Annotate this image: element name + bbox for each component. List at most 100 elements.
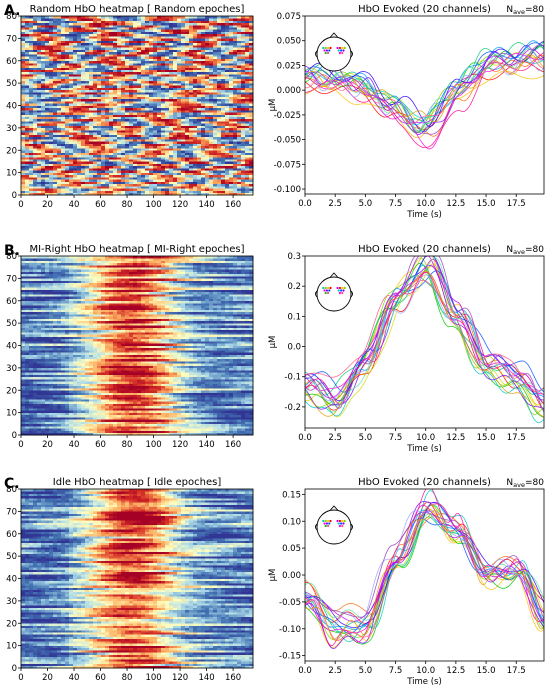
heatmap-cell xyxy=(161,128,165,131)
heatmap-cell xyxy=(209,164,213,167)
heatmap-cell xyxy=(221,103,225,106)
heatmap-cell xyxy=(189,117,193,120)
heatmap-cell xyxy=(37,141,41,144)
heatmap-cell xyxy=(33,117,37,120)
heatmap-cell xyxy=(93,79,97,82)
heatmap-cell xyxy=(161,72,165,75)
heatmap-cell xyxy=(101,128,105,131)
heatmap-cell xyxy=(165,101,169,104)
heatmap-cell xyxy=(177,108,181,111)
heatmap-cell xyxy=(101,67,105,70)
heatmap-cell xyxy=(197,123,201,126)
heatmap-cell xyxy=(117,20,121,23)
x-tick-label: 5.0 xyxy=(359,199,373,209)
heatmap-cell xyxy=(25,38,29,41)
heatmap-cell xyxy=(173,159,177,162)
heatmap-cell xyxy=(157,88,161,91)
heatmap-cell xyxy=(69,139,73,142)
heatmap-cell xyxy=(169,117,173,120)
heatmap-cell xyxy=(185,139,189,142)
heatmap-cell xyxy=(169,81,173,84)
heatmap-cell xyxy=(121,137,125,140)
heatmap-cell xyxy=(157,159,161,162)
heatmap-cell xyxy=(185,132,189,135)
heatmap-cell xyxy=(21,173,25,176)
heatmap-cell xyxy=(153,29,157,32)
heatmap-cell xyxy=(165,128,169,131)
heatmap-cell xyxy=(121,146,125,149)
heatmap-cell xyxy=(229,106,233,109)
heatmap-cell xyxy=(125,56,129,59)
heatmap-cell xyxy=(89,110,93,113)
heatmap-cell xyxy=(141,128,145,131)
heatmap-cell xyxy=(229,184,233,187)
heatmap-cell xyxy=(133,18,137,21)
heatmap-cell xyxy=(97,63,101,66)
heatmap-cell xyxy=(245,148,249,151)
heatmap-cell xyxy=(205,79,209,82)
heatmap-cell xyxy=(217,132,221,135)
heatmap-cell xyxy=(169,76,173,79)
heatmap-cell xyxy=(65,90,69,93)
heatmap-cell xyxy=(145,177,149,180)
heatmap-cell xyxy=(73,81,77,84)
heatmap-cell xyxy=(69,177,73,180)
heatmap-cell xyxy=(117,112,121,115)
heatmap-cell xyxy=(173,128,177,131)
heatmap-cell xyxy=(169,130,173,133)
heatmap-cell xyxy=(37,99,41,102)
heatmap-cell xyxy=(217,94,221,97)
heatmap-cell xyxy=(217,126,221,129)
heatmap-cell xyxy=(197,63,201,66)
heatmap-cell xyxy=(201,186,205,189)
heatmap-cell xyxy=(173,112,177,115)
heatmap-cell xyxy=(81,173,85,176)
heatmap-cell xyxy=(29,152,33,155)
heatmap-cell xyxy=(181,191,185,194)
heatmap-cell xyxy=(101,50,105,53)
heatmap-cell xyxy=(193,123,197,126)
heatmap-cell xyxy=(149,121,153,124)
heatmap-cell xyxy=(245,61,249,64)
heatmap-cell xyxy=(109,67,113,70)
heatmap-cell xyxy=(145,144,149,147)
heatmap-cell xyxy=(233,108,237,111)
heatmap-cell xyxy=(161,52,165,55)
heatmap-cell xyxy=(189,88,193,91)
heatmap-cell xyxy=(161,70,165,73)
heatmap-cell xyxy=(157,41,161,44)
heatmap-cell xyxy=(121,426,125,429)
heatmap-cell xyxy=(73,123,77,126)
heatmap-cell xyxy=(161,191,165,194)
heatmap-cell xyxy=(37,175,41,178)
heatmap-cell xyxy=(33,18,37,21)
heatmap-cell xyxy=(109,85,113,88)
heatmap-cell xyxy=(149,54,153,57)
heatmap-cell xyxy=(133,177,137,180)
heatmap-cell xyxy=(241,38,245,41)
heatmap-cell xyxy=(93,177,97,180)
heatmap-cell xyxy=(213,135,217,138)
heatmap-cell xyxy=(173,155,177,158)
heatmap-cell xyxy=(141,114,145,117)
heatmap-cell xyxy=(125,426,129,429)
heatmap-cell xyxy=(197,139,201,142)
heatmap-cell xyxy=(165,97,169,100)
heatmap-cell xyxy=(161,121,165,124)
heatmap-cell xyxy=(65,168,69,171)
heatmap-cell xyxy=(121,132,125,135)
heatmap-cell xyxy=(145,123,149,126)
heatmap-cell xyxy=(49,23,53,26)
heatmap-cell xyxy=(149,144,153,147)
heatmap-cell xyxy=(169,92,173,95)
heatmap-cell xyxy=(25,135,29,138)
heatmap-cell xyxy=(85,152,89,155)
heatmap-cell xyxy=(29,155,33,158)
heatmap-cell xyxy=(25,27,29,30)
heatmap-cell xyxy=(105,117,109,120)
heatmap-cell xyxy=(129,182,133,185)
heatmap-cell xyxy=(141,132,145,135)
heatmap-cell xyxy=(81,25,85,28)
heatmap-cell xyxy=(73,99,77,102)
heatmap-cell xyxy=(245,161,249,164)
